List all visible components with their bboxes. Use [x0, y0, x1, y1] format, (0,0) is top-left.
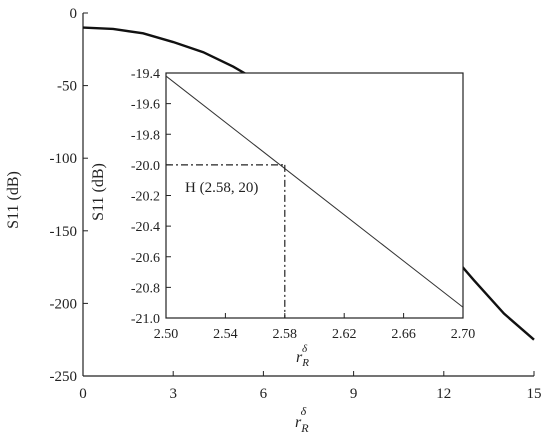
main-y-tick-label: 0: [70, 6, 78, 22]
inset-series-group: [165, 75, 464, 318]
inset-axes: [165, 72, 464, 319]
inset-x-tick-label: 2.50: [154, 327, 179, 342]
main-x-tick-label: 3: [169, 386, 177, 402]
main-x-tick-label: 0: [79, 386, 87, 402]
inset-x-tick-label: 2.58: [273, 327, 298, 342]
inset-y-tick-label: -20.6: [131, 251, 160, 266]
main-axes: [82, 13, 534, 377]
inset-tick-group: 2.50 2.54 2.58 2.62 2.66 2.70 -19.4 -19.6 -19.8 -…: [131, 67, 475, 342]
inset-y-tick-label: -19.6: [131, 98, 160, 113]
main-y-tick-label: -250: [50, 369, 78, 385]
inset-x-axis-label-sub: R: [301, 357, 309, 369]
inset-x-tick-label: 2.54: [213, 327, 238, 342]
main-y-axis-label: S11 (dB): [5, 171, 22, 229]
main-x-axis-label-base: r: [295, 414, 302, 431]
main-x-axis-label-sub: R: [300, 421, 309, 435]
main-x-tick-label: 6: [260, 386, 268, 402]
inset-y-tick-label: -19.8: [131, 128, 160, 143]
main-x-axis-label-sup: δ: [301, 404, 307, 418]
main-y-tick-label: -200: [50, 296, 78, 312]
inset-x-axis-label-sup: δ: [302, 343, 308, 355]
inset-y-tick-label: -20.0: [131, 159, 160, 174]
main-x-tick-label: 9: [350, 386, 358, 402]
inset-y-tick-label: -21.0: [131, 312, 160, 327]
main-x-axis-label: rRδ: [295, 404, 309, 435]
main-x-tick-label: 15: [527, 386, 542, 402]
inset-x-tick-label: 2.70: [451, 327, 476, 342]
main-tick-group: 0 3 6 9 12 15 0 -50 -100 -150 -200 -250: [50, 6, 542, 402]
inset-y-tick-label: -20.2: [131, 190, 160, 205]
main-x-tick-label: 12: [436, 386, 451, 402]
inset-y-tick-label: -19.4: [131, 67, 160, 82]
inset-x-axis-label-base: r: [296, 349, 303, 366]
inset-series-line: [165, 75, 464, 308]
main-y-tick-label: -50: [57, 79, 77, 95]
inset-x-axis-label: rRδ: [296, 343, 309, 369]
inset-y-axis-label: S11 (dB): [90, 163, 107, 221]
inset-y-tick-label: -20.4: [131, 220, 160, 235]
inset-x-tick-label: 2.62: [332, 327, 357, 342]
main-y-tick-label: -150: [50, 224, 78, 240]
main-y-tick-label: -100: [50, 151, 78, 167]
annotation-label: H (2.58, 20): [185, 180, 258, 196]
inset-plot-frame: [165, 72, 464, 319]
inset-y-tick-label: -20.8: [131, 281, 160, 296]
inset-x-tick-label: 2.66: [391, 327, 416, 342]
